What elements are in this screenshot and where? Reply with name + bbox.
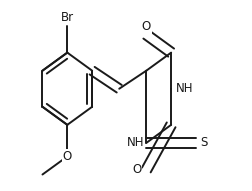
Text: O: O [133, 163, 142, 176]
Text: S: S [201, 136, 208, 149]
Text: O: O [142, 20, 151, 33]
Text: O: O [63, 150, 72, 163]
Text: NH: NH [176, 82, 193, 95]
Text: NH: NH [127, 136, 144, 149]
Text: Br: Br [61, 11, 74, 24]
